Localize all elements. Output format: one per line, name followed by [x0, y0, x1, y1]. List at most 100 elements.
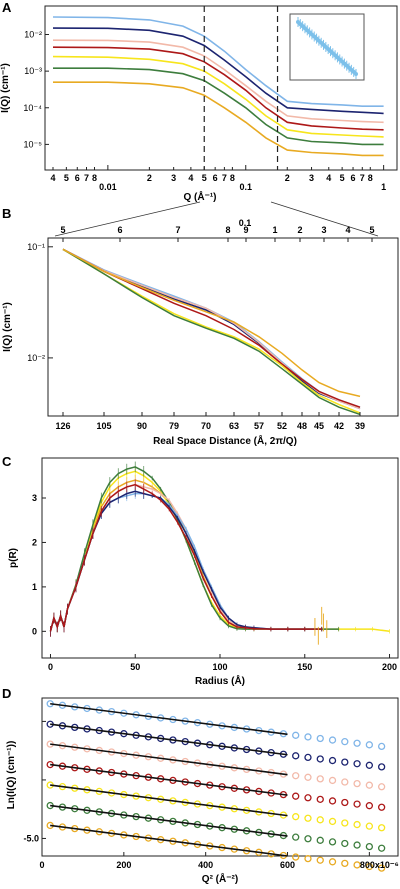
- panel-b-x-tick-label: 45: [314, 421, 324, 431]
- panel-b-series-line: [62, 248, 361, 398]
- panel-b-x-tick-label: 57: [254, 421, 264, 431]
- panel-b-label: B: [2, 206, 11, 221]
- panel-d-point: [353, 779, 361, 788]
- panel-a-x-tick-label: 4: [188, 173, 193, 183]
- panel-d-series: [46, 700, 386, 872]
- panel-d-point: [292, 813, 300, 821]
- panel-b-series-line: [62, 248, 361, 416]
- panel-c-y-tick-label: 3: [32, 493, 37, 503]
- panel-d-frame: [41, 697, 399, 857]
- panel-d-point: [292, 731, 300, 739]
- panel-b-top-tick-label: 5: [369, 225, 374, 235]
- panel-d-point: [292, 853, 300, 861]
- panel-d-point: [292, 833, 300, 841]
- panel-d-point: [316, 775, 324, 783]
- panel-b-top-tick-label: 3: [321, 225, 326, 235]
- panel-b-x-tick-label: 79: [169, 421, 179, 431]
- panel-d-y-ticks: -5.0: [23, 720, 46, 843]
- panel-d-point: [316, 856, 324, 864]
- panel-a-x-tick-label: 1: [381, 182, 386, 192]
- panel-d-point: [353, 760, 361, 768]
- panel-d-point: [353, 841, 361, 849]
- panel-d-fit-line: [50, 824, 288, 857]
- panel-b-series: [62, 248, 361, 416]
- panel-c-series-line: [49, 483, 305, 632]
- panel-a-x-tick-label: 8: [230, 173, 235, 183]
- panel-d-point: [304, 814, 312, 822]
- panel-d-fit-line: [50, 743, 288, 776]
- panel-d-point: [365, 802, 374, 810]
- panel-d-point: [341, 778, 349, 786]
- panel-b-series-line: [62, 248, 361, 414]
- panel-c: C 0 1 2 3 0 50 100 150 200 p(R) Radius (Å): [2, 454, 399, 687]
- panel-b-series-line: [62, 248, 361, 408]
- panel-d-x-label: Q² (Å⁻²): [202, 872, 238, 885]
- panel-d-fit-line: [50, 784, 288, 817]
- panel-a-x-tick-label: 5: [202, 173, 207, 183]
- panel-a-x-tick-label: 8: [92, 173, 97, 183]
- panel-d-point: [304, 773, 312, 781]
- panel-b-top-decade: 0.1: [239, 218, 252, 228]
- panel-d-point: [304, 733, 312, 741]
- panel-a-series-line: [52, 39, 384, 124]
- panel-d-point: [353, 739, 361, 747]
- panel-a-x-ticks: 4 5 6 7 80.012 3 4 5 6 7 80.12 3 4 5 6 7 81: [50, 165, 386, 192]
- panel-d-point: [328, 838, 337, 846]
- panel-b-x-label: Real Space Distance (Å, 2π/Q): [153, 434, 297, 447]
- panel-a-x-tick-label: 6: [351, 173, 356, 183]
- panel-d-point: [328, 858, 337, 866]
- panel-d-point: [292, 752, 300, 760]
- panel-d-point: [316, 755, 324, 763]
- panel-a-series-line: [52, 55, 384, 138]
- panel-d-point: [377, 844, 386, 852]
- panel-d-y-tick-label: -5.0: [23, 833, 39, 843]
- panel-a-y-tick-label: 10⁻⁵: [24, 139, 43, 149]
- panel-d-point: [341, 758, 349, 766]
- panel-d-point: [341, 819, 349, 827]
- panel-d-point: [377, 864, 386, 872]
- panel-a-x-tick-label: 5: [340, 173, 345, 183]
- panel-a-x-tick-label: 6: [75, 173, 80, 183]
- panel-a-y-tick-label: 10⁻⁴: [23, 103, 42, 113]
- panel-a-series-line: [53, 81, 384, 157]
- panel-c-series: [49, 461, 390, 645]
- panel-d-point: [377, 763, 386, 771]
- panel-b-series-line: [62, 248, 361, 410]
- panel-b-top-tick-label: 6: [117, 225, 122, 235]
- panel-d-point: [316, 795, 324, 804]
- panel-d-point: [377, 783, 386, 791]
- panel-c-series-line: [49, 492, 322, 632]
- panel-d-point: [292, 772, 300, 780]
- panel-d-point: [292, 792, 300, 800]
- panel-b-series-line: [62, 248, 361, 410]
- panel-d-point: [316, 836, 324, 844]
- panel-c-series-line: [49, 490, 322, 632]
- panel-b-top-tick-label: 2: [297, 225, 302, 235]
- panel-a-x-tick-label: 2: [285, 173, 290, 183]
- panel-c-x-tick-label: 200: [382, 662, 397, 672]
- panel-b-top-tick-label: 1: [272, 225, 277, 235]
- panel-a-label: A: [2, 0, 12, 15]
- panel-c-y-ticks: 0 1 2 3: [32, 493, 46, 636]
- panel-d-point: [365, 822, 374, 830]
- panel-d-y-label: Ln(I(Q) (cm⁻¹)): [6, 741, 17, 810]
- panel-a-x-tick-label: 3: [171, 173, 176, 183]
- panel-a-x-tick-label: 4: [50, 173, 55, 183]
- panel-c-label: C: [2, 454, 12, 469]
- panel-d-point: [341, 798, 349, 807]
- panel-c-x-ticks: 0 50 100 150 200: [48, 654, 397, 672]
- panel-c-x-tick-label: 50: [130, 662, 140, 672]
- panel-d-fit-line: [50, 763, 288, 796]
- panel-c-frame: [41, 457, 399, 659]
- panel-c-x-tick-label: 0: [48, 662, 53, 672]
- panel-d-point: [341, 738, 349, 746]
- panel-d-point: [304, 794, 312, 802]
- panel-d-point: [365, 741, 374, 749]
- panel-a-y-tick-label: 10⁻³: [24, 66, 42, 76]
- panel-a-inset-point: [354, 72, 358, 76]
- panel-b-x-tick-label: 90: [137, 421, 147, 431]
- panel-b-x-tick-label: 42: [334, 421, 344, 431]
- panel-b-top-tick-label: 4: [345, 225, 350, 235]
- panel-d-point: [304, 854, 312, 863]
